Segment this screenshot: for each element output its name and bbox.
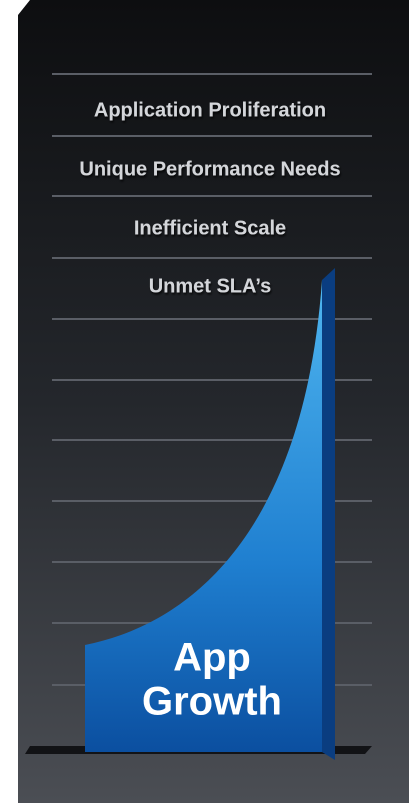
page: Application Proliferation Unique Perform… (0, 0, 409, 803)
shape-label: Growth (142, 680, 282, 724)
label: Inefficient Scale (134, 217, 286, 239)
label: Application Proliferation (94, 99, 326, 121)
growth-side (322, 268, 335, 760)
infographic: Application Proliferation Unique Perform… (0, 0, 409, 803)
label: Unmet SLA’s (149, 275, 272, 297)
shape-label: App (173, 636, 251, 680)
label: Unique Performance Needs (79, 158, 340, 180)
